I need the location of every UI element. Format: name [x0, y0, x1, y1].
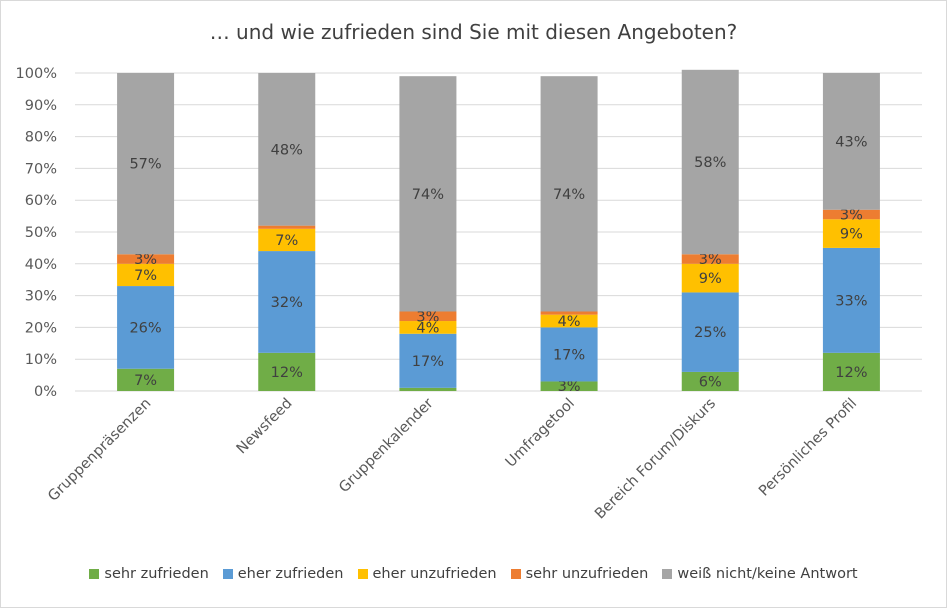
- bar-segment: [117, 286, 175, 369]
- y-tick-label: 60%: [25, 193, 57, 209]
- legend-label: sehr unzufrieden: [525, 566, 649, 582]
- data-label: 57%: [129, 157, 161, 173]
- bar-segment: [399, 333, 457, 388]
- bar-segment: [681, 371, 739, 391]
- data-label: 6%: [699, 374, 722, 390]
- data-label: 3%: [840, 208, 863, 224]
- y-tick-label: 0%: [34, 384, 57, 400]
- data-label: 12%: [835, 365, 867, 381]
- bar-segment: [117, 254, 175, 264]
- legend-swatch: [89, 569, 100, 579]
- data-label: 33%: [835, 293, 867, 309]
- legend-label: eher unzufrieden: [372, 566, 497, 582]
- data-label: 26%: [129, 320, 161, 336]
- data-label: 12%: [271, 365, 303, 381]
- y-tick-label: 70%: [25, 161, 57, 177]
- bar-segment: [258, 251, 316, 353]
- bar-segment: [540, 76, 598, 312]
- x-tick-label: Persönliches Profil: [756, 396, 860, 500]
- bar-segment: [822, 209, 880, 220]
- bar-segment: [822, 73, 880, 210]
- legend: sehr zufrieden eher zufrieden eher unzufri…: [0, 566, 947, 582]
- gridlines: [75, 72, 922, 392]
- bar-segment: [399, 311, 457, 322]
- data-label: 74%: [553, 187, 585, 203]
- y-tick-label: 10%: [25, 352, 57, 368]
- bar-segment: [399, 321, 457, 334]
- bar-segment: [399, 76, 457, 312]
- data-label: 4%: [416, 320, 439, 336]
- bar-segment: [258, 352, 316, 391]
- data-label: 3%: [134, 252, 157, 268]
- bar-segment: [822, 219, 880, 248]
- x-tick-label: Umfragetool: [503, 396, 578, 471]
- legend-item: sehr zufrieden: [89, 566, 209, 582]
- bar-segment: [681, 254, 739, 264]
- data-label: 17%: [412, 354, 444, 370]
- y-tick-label: 90%: [25, 98, 57, 114]
- data-label: 74%: [412, 187, 444, 203]
- data-label: 3%: [558, 379, 581, 395]
- x-tick-label: Newsfeed: [234, 396, 296, 458]
- bar-segment: [681, 69, 739, 255]
- legend-label: eher zufrieden: [237, 566, 344, 582]
- data-label: 7%: [134, 268, 157, 284]
- data-label: 7%: [134, 373, 157, 389]
- x-tick-label: Gruppenpräsenzen: [45, 396, 154, 505]
- x-tick-label: Bereich Forum/Diskurs: [592, 396, 719, 523]
- data-label: 9%: [699, 271, 722, 287]
- y-tick-label: 30%: [25, 289, 57, 305]
- legend-label: weiß nicht/keine Antwort: [677, 566, 858, 582]
- legend-item: eher zufrieden: [222, 566, 344, 582]
- data-label: 48%: [271, 142, 303, 158]
- legend-label: sehr zufrieden: [104, 566, 209, 582]
- bar-segment: [681, 263, 739, 293]
- y-tick-label: 20%: [25, 320, 57, 336]
- bar-segment: [258, 225, 316, 229]
- bar-segment: [540, 381, 598, 391]
- bar-segment: [117, 73, 175, 255]
- data-label: 3%: [699, 252, 722, 268]
- bar-segment: [258, 228, 316, 252]
- legend-swatch: [357, 569, 368, 579]
- data-label: 4%: [558, 314, 581, 330]
- data-label: 3%: [416, 309, 439, 325]
- legend-item: weiß nicht/keine Antwort: [662, 566, 858, 582]
- bar-segment: [540, 311, 598, 315]
- legend-swatch: [510, 569, 521, 579]
- data-label: 9%: [840, 227, 863, 243]
- bar-segment: [399, 387, 457, 391]
- legend-item: sehr unzufrieden: [510, 566, 649, 582]
- data-label: 25%: [694, 325, 726, 341]
- y-tick-label: 80%: [25, 130, 57, 146]
- x-tick-label: Gruppenkalender: [336, 395, 437, 496]
- bar-segment: [822, 247, 880, 353]
- legend-swatch: [662, 569, 673, 579]
- y-axis-ticks: 0% 10% 20% 30% 40% 50% 60% 70% 80% 90% 100%: [16, 66, 57, 400]
- bar-segment: [540, 327, 598, 382]
- bar-segment: [681, 292, 739, 372]
- legend-item: eher unzufrieden: [357, 566, 497, 582]
- data-label: 58%: [694, 155, 726, 171]
- y-tick-label: 40%: [25, 257, 57, 273]
- legend-swatch: [222, 569, 233, 579]
- bars: 7%26%7%3%57%12%32%7%48%17%4%3%74%3%17%4%…: [117, 69, 880, 395]
- data-label: 32%: [271, 295, 303, 311]
- data-label: 17%: [553, 347, 585, 363]
- bar-segment: [117, 368, 175, 391]
- data-label: 7%: [275, 233, 298, 249]
- x-axis-ticks: Gruppenpräsenzen Newsfeed Gruppenkalender U…: [45, 395, 860, 522]
- bar-segment: [540, 314, 598, 328]
- bar-segment: [117, 263, 175, 287]
- bar-segment: [258, 73, 316, 226]
- data-label: 43%: [835, 134, 867, 150]
- bar-segment: [822, 352, 880, 391]
- y-tick-label: 50%: [25, 225, 57, 241]
- chart-title: … und wie zufrieden sind Sie mit diesen …: [209, 20, 738, 44]
- y-tick-label: 100%: [16, 66, 57, 82]
